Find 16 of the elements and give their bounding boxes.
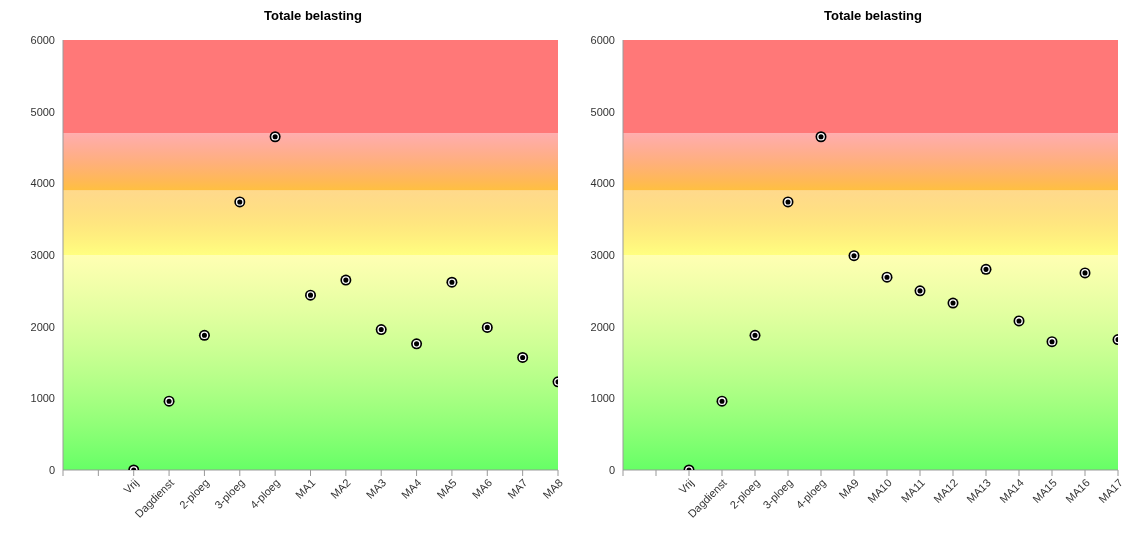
- y-tick-label: 1000: [30, 392, 55, 405]
- y-tick-label: 6000: [590, 33, 615, 46]
- chart-title: Totale belasting: [823, 8, 923, 25]
- y-tick-label: 0: [48, 463, 55, 476]
- y-tick-label: 4000: [590, 177, 615, 190]
- y-tick-label: 1000: [590, 392, 615, 405]
- y-tick-label: 3000: [30, 248, 55, 261]
- y-tick-label: 3000: [590, 248, 615, 261]
- y-tick-label: 2000: [590, 320, 615, 333]
- y-tick-label: 6000: [30, 33, 55, 46]
- y-tick-label: 0: [608, 463, 615, 476]
- y-tick-label: 2000: [30, 320, 55, 333]
- y-tick-label: 5000: [590, 105, 615, 118]
- y-tick-label: 4000: [30, 177, 55, 190]
- chart-title: Totale belasting: [263, 8, 363, 25]
- y-tick-label: 5000: [30, 105, 55, 118]
